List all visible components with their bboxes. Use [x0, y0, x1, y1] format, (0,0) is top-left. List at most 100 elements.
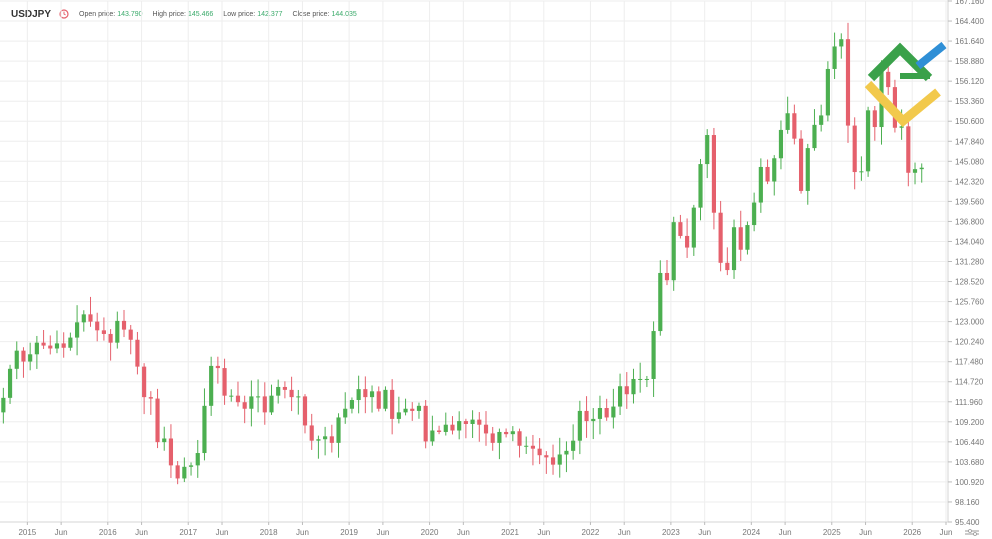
candle-up: [195, 453, 200, 466]
candle-up: [68, 337, 73, 348]
price-tick-label: 147.840: [955, 137, 984, 146]
candle-down: [48, 345, 53, 349]
candle-up: [81, 314, 86, 323]
candle-down: [168, 438, 174, 466]
candle-down: [175, 465, 180, 479]
candle-up: [403, 408, 408, 413]
candle-up: [249, 396, 254, 409]
candle-up: [75, 322, 80, 338]
candle-up: [785, 113, 790, 130]
price-tick-label: 109.200: [955, 418, 984, 427]
candle-up: [617, 386, 623, 407]
candle-up: [557, 454, 562, 465]
time-tick-label: 2020: [421, 528, 439, 537]
candle-up: [698, 164, 703, 208]
candle-up: [14, 350, 19, 369]
candle-up: [115, 320, 120, 343]
time-tick-label: 2018: [260, 528, 278, 537]
candle-up: [383, 389, 388, 409]
candle-down: [872, 110, 877, 128]
candle-up: [577, 410, 582, 441]
price-axis[interactable]: 95.400 98.160 100.920 103.680 106.440 109.200…: [948, 0, 984, 527]
candle-down: [517, 431, 522, 446]
candle-down: [530, 445, 536, 449]
candle-down: [390, 389, 395, 419]
candle-down: [135, 339, 140, 367]
candle-down: [329, 436, 334, 443]
time-tick-label: Jun: [55, 528, 68, 537]
candle-up: [866, 110, 871, 172]
candle-up: [416, 405, 422, 411]
candle-up: [182, 466, 187, 479]
candle-down: [477, 419, 482, 425]
price-tick-label: 142.320: [955, 177, 984, 186]
candle-up: [919, 167, 924, 170]
candle-up: [671, 222, 676, 281]
candle-up: [54, 343, 60, 349]
time-tick-label: Jun: [376, 528, 389, 537]
time-axis[interactable]: 2015 Jun 2016 Jun 2017 Jun 2018 Jun 2019 Jun 2020 J…: [18, 522, 952, 537]
candle-up: [162, 438, 167, 443]
candle-up: [705, 135, 710, 165]
candle-up: [209, 365, 214, 406]
time-tick-label: 2015: [18, 528, 36, 537]
price-tick-label: 100.920: [955, 478, 984, 487]
candle-up: [1, 397, 6, 413]
candle-up: [631, 378, 636, 395]
candle-up: [256, 396, 261, 398]
time-tick-label: Jun: [216, 528, 229, 537]
candle-up: [510, 431, 515, 435]
candle-down: [886, 71, 891, 88]
candle-down: [95, 321, 100, 331]
time-tick-label: Jun: [859, 528, 872, 537]
candle-up: [356, 389, 361, 401]
candle-up: [758, 166, 763, 203]
candle-down: [906, 126, 911, 173]
time-tick-label: 2025: [823, 528, 841, 537]
time-tick-label: 2017: [179, 528, 197, 537]
candle-down: [155, 398, 160, 443]
candle-down: [376, 391, 381, 409]
time-tick-label: Jun: [457, 528, 470, 537]
price-tick-label: 106.440: [955, 438, 984, 447]
axis-settings-icon[interactable]: [965, 529, 979, 536]
price-tick-label: 128.520: [955, 278, 984, 287]
price-tick-label: 134.040: [955, 237, 984, 246]
candle-up: [269, 395, 274, 413]
time-tick-label: 2026: [903, 528, 921, 537]
time-tick-label: 2024: [742, 528, 760, 537]
clock-icon[interactable]: [59, 9, 69, 19]
candle-down: [262, 396, 267, 413]
candle-down: [852, 125, 857, 173]
candle-down: [235, 395, 241, 403]
candle-up: [369, 391, 375, 398]
symbol-label: USDJPY: [11, 8, 52, 20]
price-tick-label: 114.720: [955, 378, 984, 387]
open-price: Open price: 143.790: [79, 10, 143, 18]
candle-up: [323, 436, 328, 440]
time-tick-label: 2019: [340, 528, 358, 537]
time-tick-label: Jun: [779, 528, 792, 537]
candle-down: [798, 138, 804, 191]
candle-up: [470, 419, 475, 424]
candle-up: [597, 408, 603, 419]
candle-down: [222, 368, 227, 396]
candle-down: [242, 402, 247, 409]
candle-up: [336, 417, 341, 443]
candle-down: [450, 424, 455, 431]
price-tick-label: 123.000: [955, 318, 984, 327]
candle-down: [792, 113, 797, 139]
candle-up: [778, 129, 784, 159]
candle-up: [644, 378, 649, 380]
candle-down: [711, 135, 716, 213]
price-tick-label: 167.160: [955, 0, 984, 6]
time-tick-label: 2023: [662, 528, 680, 537]
candle-up: [430, 430, 435, 442]
candle-down: [41, 342, 46, 346]
candle-down: [604, 408, 609, 418]
price-tick-label: 125.760: [955, 298, 984, 307]
price-tick-label: 161.640: [955, 37, 984, 46]
candle-up: [745, 225, 750, 250]
candle-up: [343, 408, 348, 418]
